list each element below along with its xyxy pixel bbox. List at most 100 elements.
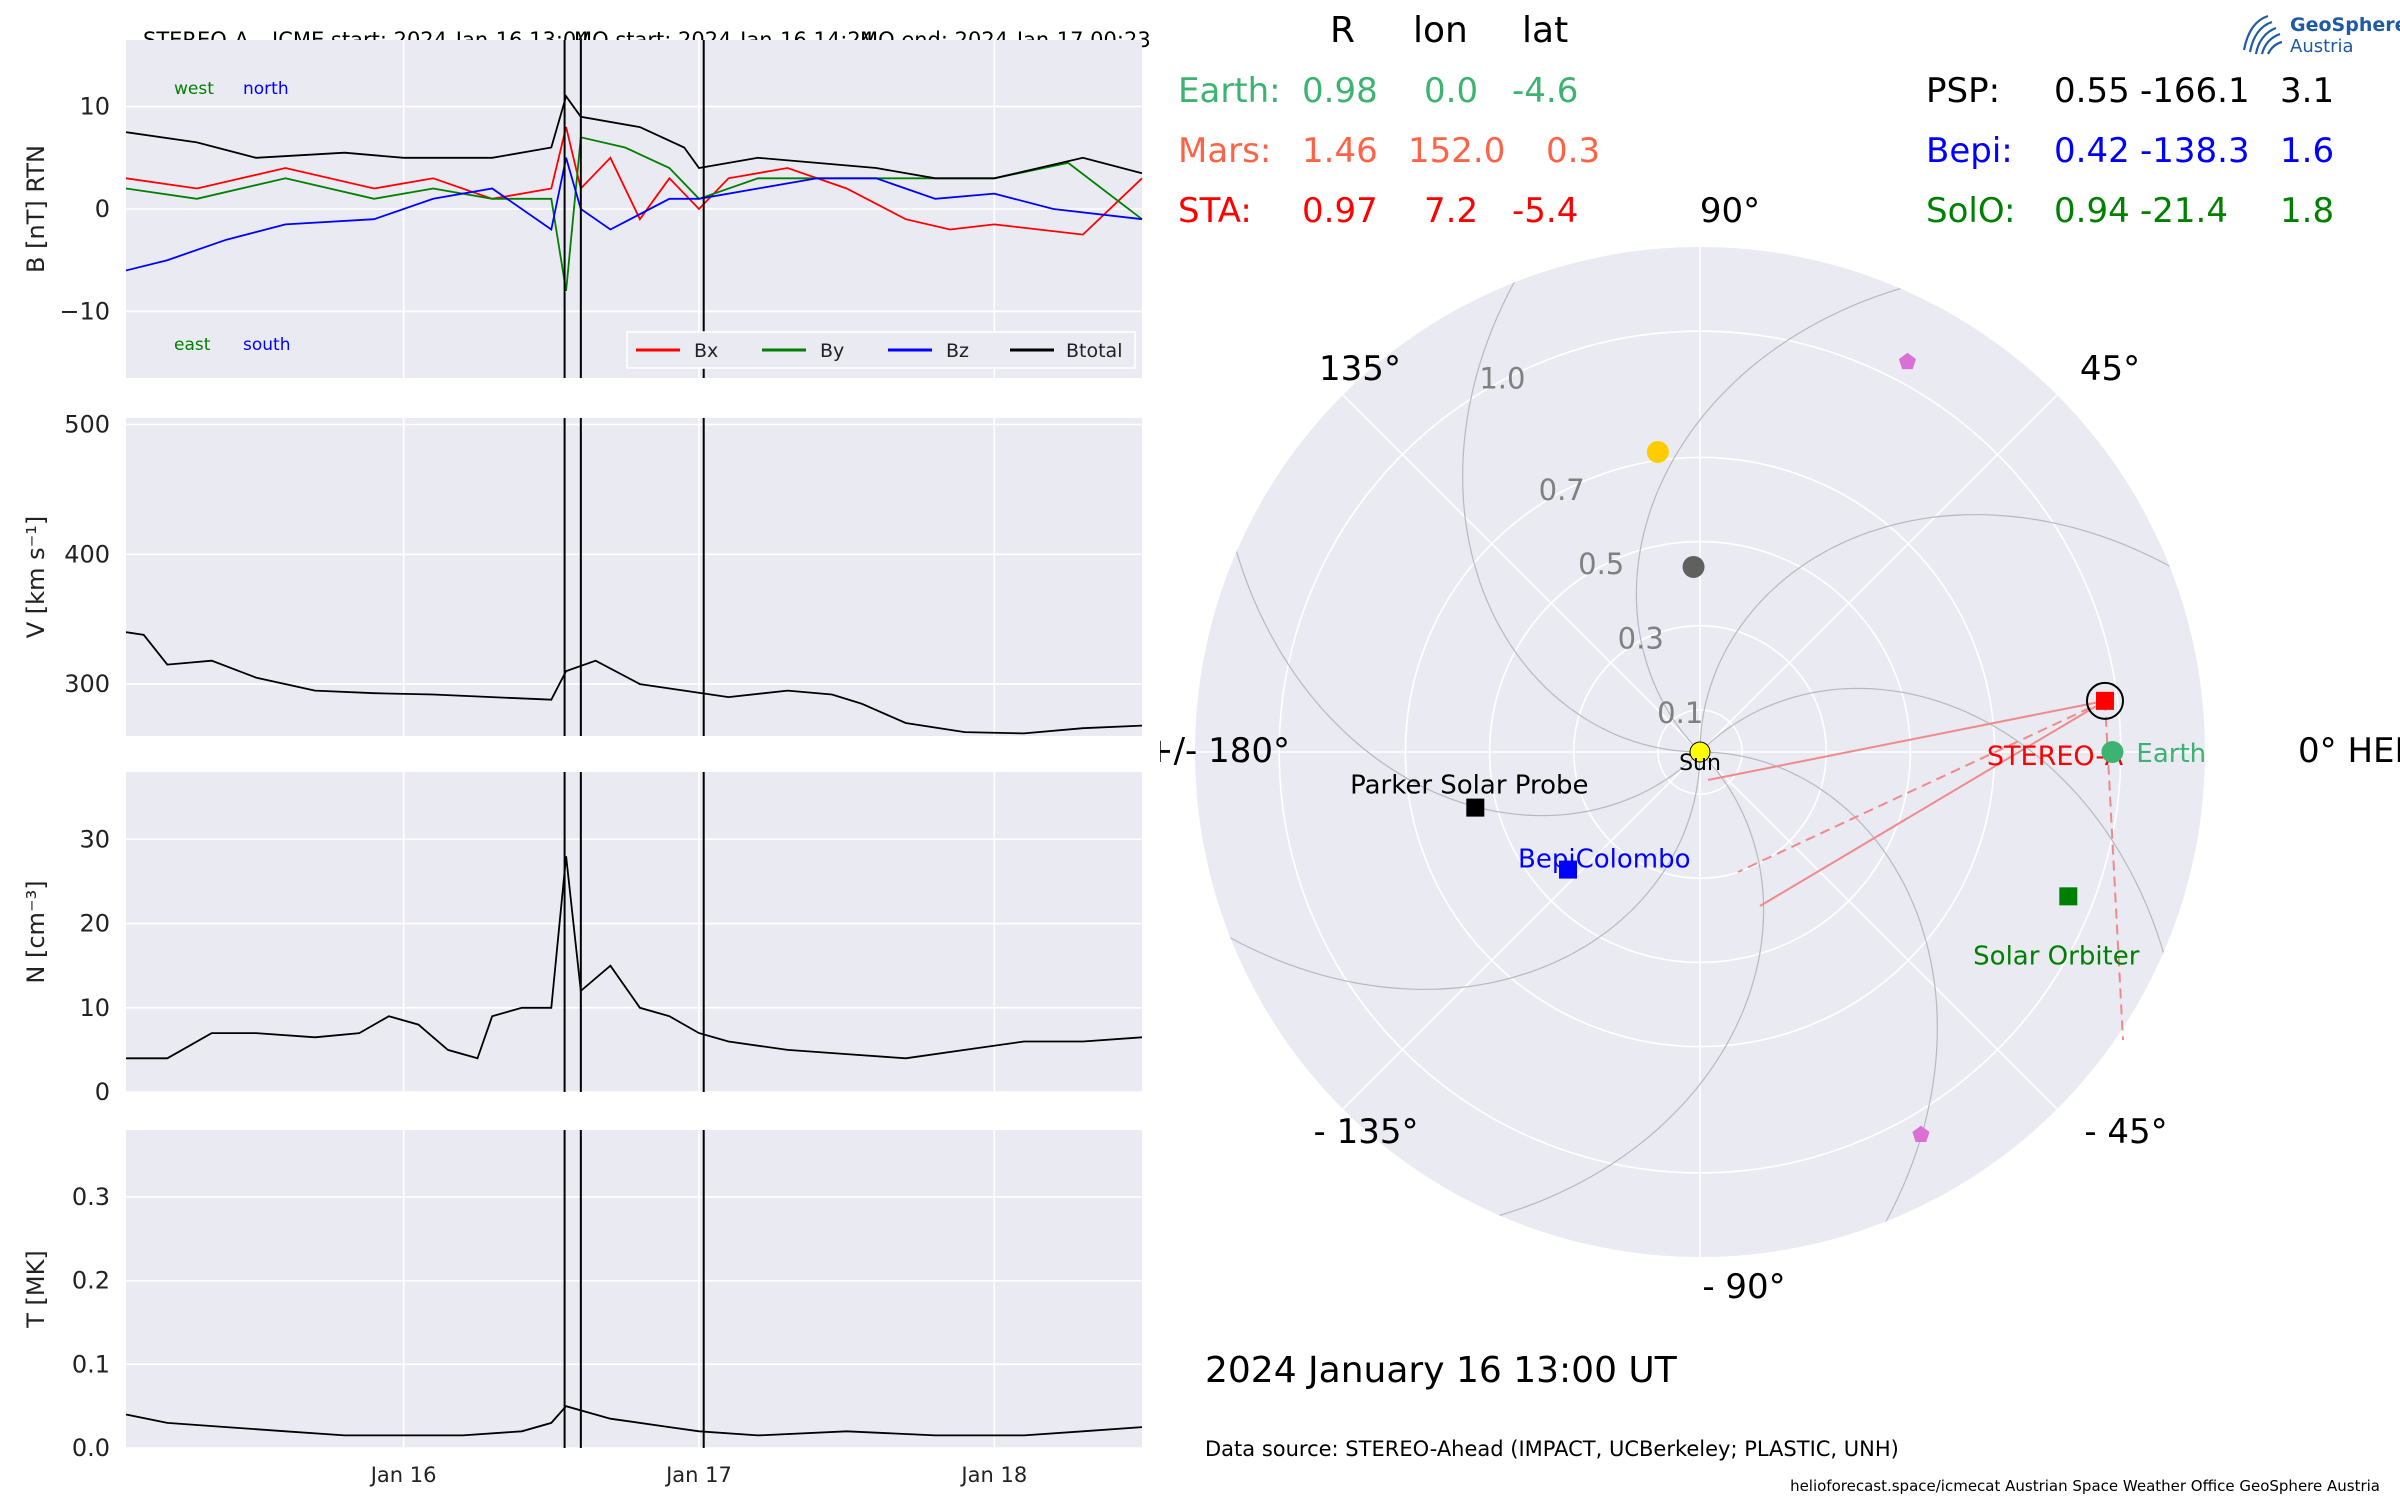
col-header-lat: lat	[1522, 10, 1569, 51]
body-marker-pentagon-1	[1898, 352, 1916, 370]
angle-label: 0° HEEQ	[2298, 731, 2400, 771]
polar-orbit-plot: 0.1 0.3 0.5 0.7 1.0 0° HEEQ 45° 90° 135° +/- 180°…	[1160, 191, 2400, 1307]
body-label: Parker Solar Probe	[1350, 771, 1588, 801]
panel-temperature: Jan 16 Jan 17 Jan 18 0.0 0.1 0.2 0.3 T [MK]	[22, 1130, 1143, 1487]
y-tick-label: 0	[95, 1078, 110, 1106]
parker-spiral-line	[1462, 247, 1692, 753]
parker-spiral-line	[1195, 760, 1701, 990]
y-tick-label: 20	[79, 910, 110, 938]
y-tick-label: −10	[59, 297, 110, 325]
left-row-lon: 0.0	[1424, 71, 1479, 111]
parker-spiral-line	[1705, 687, 2177, 1005]
angle-label: - 45°	[2084, 1112, 2167, 1152]
col-header-lon: lon	[1413, 10, 1468, 51]
legend-label-Bz: Bz	[946, 340, 969, 362]
y-tick-label: 10	[79, 994, 110, 1022]
sun-marker	[1689, 741, 1711, 763]
body-marker-yellow-planet	[1646, 440, 1669, 463]
plot-date: 2024 January 16 13:00 UT	[1205, 1350, 1677, 1391]
body-marker-pentagon-2	[1912, 1125, 1930, 1142]
radial-tick-label: 0.5	[1578, 547, 1624, 581]
panel-speed: 300 400 500 V [km s⁻¹]	[22, 410, 1143, 736]
body-marker-bepicolombo	[1559, 860, 1578, 879]
credits: helioforecast.space/icmecat Austrian Spa…	[1790, 1477, 2380, 1495]
y-axis-label: B [nT] RTN	[22, 145, 50, 273]
y-tick-label: 500	[64, 410, 110, 438]
geosphere-logo: GeoSphere Austria	[2238, 10, 2400, 62]
series-line-T	[125, 1405, 1143, 1437]
right-row-lon: -138.3	[2140, 131, 2250, 171]
y-tick-label: 0	[95, 195, 110, 223]
right-row-name: SolO:	[1926, 191, 2016, 231]
panel-background	[126, 1130, 1142, 1448]
panel-magnetic_field: −10 0 10 B [nT] RTN	[22, 40, 1143, 378]
parker-spirals	[1195, 247, 2205, 1257]
radial-tick-label: 0.1	[1657, 696, 1703, 730]
right-row-r: 0.94	[2054, 191, 2130, 231]
body-marker-grey-planet	[1682, 555, 1705, 578]
body-marker-solar-orbiter	[2059, 887, 2078, 906]
sta-highlight-ring	[2085, 681, 2124, 720]
y-tick-label: 0.2	[72, 1267, 110, 1295]
right-row-r: 0.55	[2054, 71, 2130, 111]
sta-connection-line	[1737, 699, 2106, 873]
left-row-name: Mars:	[1178, 131, 1272, 171]
left-row-name: Earth:	[1178, 71, 1281, 111]
y-axis-label: V [km s⁻¹]	[22, 516, 50, 638]
radial-tick-label: 0.7	[1539, 473, 1585, 507]
body-label: Solar Orbiter	[1973, 941, 2140, 971]
series-line-Bz	[125, 157, 1143, 272]
logo-line-2: Austria	[2290, 36, 2354, 57]
sun-label: Sun	[1679, 751, 1721, 776]
y-tick-label: 0.0	[72, 1434, 110, 1462]
y-axis-label: T [MK]	[22, 1250, 50, 1328]
sta-connection-line	[1759, 699, 2106, 907]
corner-label-east: east	[174, 335, 211, 355]
y-tick-label: 10	[79, 93, 110, 121]
right-row-lon: -21.4	[2140, 191, 2228, 231]
body-label: STEREO-A	[1987, 741, 2124, 772]
right-row-name: Bepi:	[1926, 131, 2013, 171]
logo-line-1: GeoSphere	[2290, 14, 2400, 36]
corner-label-north: north	[243, 79, 289, 99]
y-tick-label: 400	[64, 540, 110, 568]
panel-background	[126, 772, 1142, 1092]
parker-spiral-line	[1635, 275, 1953, 747]
body-label: BepiColombo	[1518, 845, 1691, 875]
left-row-lon: 152.0	[1408, 131, 1506, 171]
corner-label-west: west	[174, 79, 214, 99]
body-marker-stereo-a	[2095, 691, 2114, 710]
angle-label: +/- 180°	[1160, 731, 1290, 771]
right-row-lat: 3.1	[2280, 71, 2335, 111]
series-line-N	[126, 856, 1143, 1060]
angle-label: 90°	[1700, 191, 1760, 231]
left-row-lat: 0.3	[1546, 131, 1601, 171]
panel-background	[126, 418, 1142, 736]
x-tick-label: Jan 16	[369, 1463, 437, 1487]
y-tick-label: 0.1	[72, 1350, 110, 1378]
left-row-r: 0.98	[1302, 71, 1378, 111]
sta-connection-line	[1707, 699, 2106, 781]
right-row-lon: -166.1	[2140, 71, 2250, 111]
right-row-r: 0.42	[2054, 131, 2130, 171]
parker-spiral-line	[1447, 757, 1765, 1229]
polar-spoke	[1342, 751, 1701, 1110]
geosphere-logo-icon	[2242, 14, 2283, 55]
angle-label: - 90°	[1702, 1267, 1785, 1307]
x-tick-label: Jan 17	[664, 1463, 732, 1487]
left-row-lon: 7.2	[1424, 191, 1479, 231]
left-row-lat: -4.6	[1512, 71, 1579, 111]
body-label: Earth	[2136, 739, 2206, 769]
parker-spiral-line	[1223, 499, 1695, 817]
series-line-By	[125, 136, 1143, 292]
polar-spoke	[1342, 394, 1701, 753]
body-marker-earth	[2101, 741, 2124, 763]
right-row-lat: 1.6	[2280, 131, 2335, 171]
series-line-Btotal	[125, 94, 1143, 180]
y-tick-label: 0.3	[72, 1183, 110, 1211]
legend-label-Bx: Bx	[694, 340, 718, 362]
body-marker-parker-solar-probe	[1466, 798, 1485, 817]
series-line-V	[125, 631, 1143, 735]
left-row-name: STA:	[1178, 191, 1252, 231]
angle-label: - 135°	[1314, 1112, 1419, 1152]
